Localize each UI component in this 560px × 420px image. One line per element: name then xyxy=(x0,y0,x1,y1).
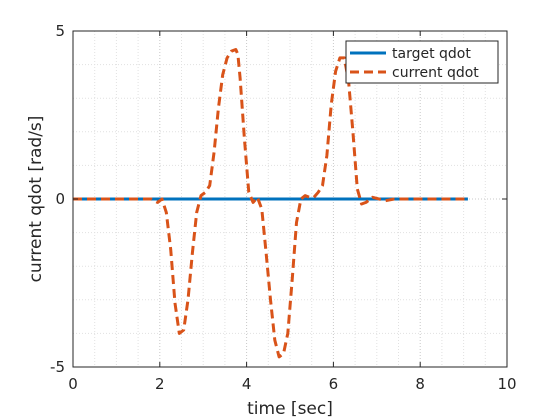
legend-label-1: target qdot xyxy=(392,46,471,62)
x-tick-label: 8 xyxy=(415,375,425,393)
y-tick-label: -5 xyxy=(50,358,65,376)
axis-ticks: 0 2 4 6 8 10-505 xyxy=(50,22,517,393)
x-tick-label: 2 xyxy=(155,375,165,393)
y-tick-label: 5 xyxy=(55,22,65,40)
x-tick-label: 4 xyxy=(242,375,252,393)
x-tick-label: 0 xyxy=(68,375,78,393)
legend-box xyxy=(345,40,499,84)
x-axis-label: time [sec] xyxy=(247,399,333,419)
x-tick-label: 6 xyxy=(329,375,339,393)
legend-label-2: current qdot xyxy=(392,65,479,81)
y-tick-label: 0 xyxy=(55,190,65,208)
legend: target qdot current qdot xyxy=(345,40,499,84)
y-axis-label: current qdot [rad/s] xyxy=(26,116,46,283)
x-tick-label: 10 xyxy=(497,375,516,393)
series-layer xyxy=(73,48,468,359)
